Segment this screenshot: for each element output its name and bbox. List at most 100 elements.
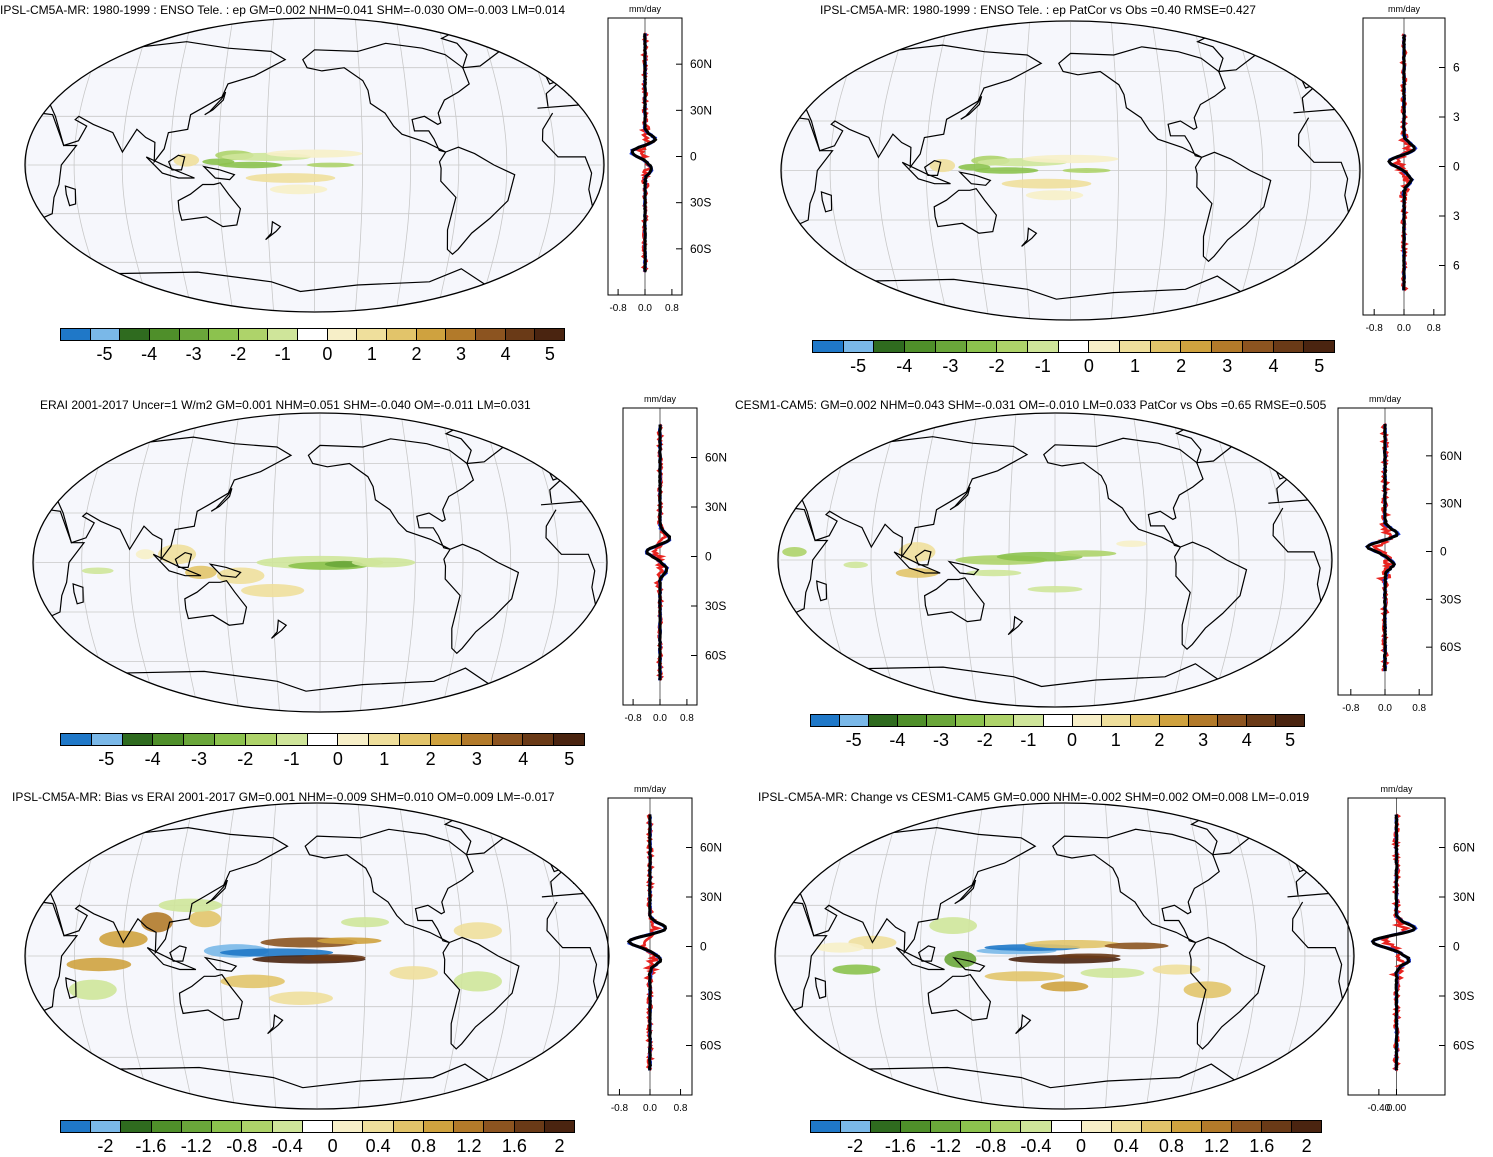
anomaly-patch <box>832 964 881 975</box>
anomaly-patch <box>929 917 977 935</box>
colorbar-label: 1.6 <box>501 1136 527 1156</box>
profile-y-tick: 6 <box>1453 61 1460 75</box>
anomaly-patch <box>1062 168 1111 173</box>
anomaly-patch <box>966 569 1022 577</box>
colorbar-swatch <box>1242 341 1274 352</box>
anomaly-patch <box>135 549 155 560</box>
profile-y-tick: 60S <box>705 649 726 663</box>
profile-y-tick: 30S <box>700 989 721 1003</box>
coastline-australia <box>933 188 998 234</box>
colorbar-swatch <box>1027 341 1059 352</box>
coastline-indonesia <box>152 553 202 577</box>
profile-x-tick: -0.8 <box>1342 703 1360 714</box>
coastline-africa <box>33 901 79 1016</box>
profile-y-tick: 30N <box>1440 497 1462 511</box>
coastline-borneo <box>914 549 932 566</box>
colorbar-label: 0.4 <box>1113 1136 1139 1156</box>
colorbar-swatch <box>151 1121 182 1132</box>
colorbar-label: 5 <box>1314 356 1325 376</box>
anomaly-patch <box>1024 939 1121 949</box>
colorbar-label: 3 <box>1198 730 1209 750</box>
coastlines <box>783 816 1345 1107</box>
coastline-samerica <box>1188 936 1266 1050</box>
coastline-madagascar <box>65 977 77 999</box>
zonal-mean-profile: mm/day 6 3 0 3 6 -0.8 0.0 0.8 <box>1362 4 1460 334</box>
colorbar-label: -0.4 <box>1020 1136 1052 1156</box>
anomaly-patch <box>185 565 217 579</box>
coastline-newguinea <box>202 165 236 181</box>
colorbar-label: -1.2 <box>180 1136 212 1156</box>
colorbar-swatch <box>333 1121 364 1132</box>
coastline-africa <box>546 901 600 1007</box>
profile-y-tick: 60S <box>1453 1039 1474 1053</box>
profile-x-tick: 0.8 <box>665 303 679 314</box>
colorbar-label: -5 <box>845 730 862 750</box>
colorbar-swatch <box>927 715 957 726</box>
colorbar-swatch <box>841 1121 872 1132</box>
colorbar-swatch <box>416 329 447 340</box>
coastline-nz <box>1015 1014 1032 1035</box>
colorbar-label: 1 <box>366 344 377 364</box>
colorbar-swatch <box>446 329 476 340</box>
colorbar-label: 1.6 <box>1249 1136 1275 1156</box>
profile-y-tick: 60N <box>1453 841 1475 855</box>
colorbar-swatch <box>1111 1121 1142 1132</box>
colorbar-label: 2 <box>1176 356 1187 376</box>
colorbar-label: -2 <box>847 1136 864 1156</box>
colorbar-swatch <box>1120 341 1151 352</box>
colorbar-swatch <box>90 329 121 340</box>
coastlines <box>786 426 1323 705</box>
colorbar-swatch <box>554 734 585 745</box>
anomaly-patch <box>317 937 382 945</box>
anomaly-patch <box>1183 981 1232 999</box>
colorbar-swatch <box>61 734 92 745</box>
panel-title: IPSL-CM5A-MR: Change vs CESM1-CAM5 GM=0.… <box>758 790 1310 804</box>
colorbar-label: 0 <box>1083 356 1094 376</box>
coastline-samerica <box>442 936 520 1050</box>
colorbar-swatch <box>400 734 431 745</box>
anomaly-patch <box>66 957 132 972</box>
colorbar: -5 -4 -3 -2 -1 0 1 2 3 4 5 <box>812 340 1335 376</box>
profile-y-tick: 60S <box>700 1039 721 1053</box>
anomaly-patch <box>220 948 334 957</box>
coastline-indonesia <box>895 947 945 971</box>
coastline-newguinea <box>203 956 238 972</box>
colorbar-label: -5 <box>850 356 867 376</box>
colorbar-label: -2 <box>976 730 993 750</box>
profile-y-tick: 0 <box>1440 545 1447 559</box>
coastline-africa <box>1268 499 1308 504</box>
colorbar-label: -0.8 <box>226 1136 258 1156</box>
anomaly-patch <box>1080 967 1145 978</box>
colorbar-label: 3 <box>456 344 467 364</box>
profile-x-tick: -0.8 <box>609 303 627 314</box>
anomaly-patch <box>974 167 1039 174</box>
colorbar-swatch <box>874 341 906 352</box>
coastline-madagascar <box>814 977 827 999</box>
colorbar-swatch <box>475 329 506 340</box>
coastline-africa <box>1293 108 1335 114</box>
profile-y-tick: 3 <box>1453 209 1460 223</box>
colorbar-swatch <box>1058 341 1090 352</box>
coastline-japan <box>204 91 227 116</box>
coastline-nz <box>1021 227 1038 247</box>
profile-line <box>626 814 667 1071</box>
colorbar-swatch <box>461 734 493 745</box>
colorbar-swatch <box>276 734 308 745</box>
colorbar: -2 -1.6 -1.2 -0.8 -0.4 0 0.4 0.8 1.2 1.6 2 <box>810 1120 1322 1156</box>
colorbar-swatch <box>242 1121 273 1132</box>
colorbar-label: 4 <box>500 344 511 364</box>
colorbar-label: -2 <box>237 749 254 769</box>
coastline-namerica <box>307 438 475 550</box>
coastline-africa <box>1297 117 1351 221</box>
profile-unit: mm/day <box>629 4 662 14</box>
colorbar-swatch <box>120 329 150 340</box>
colorbar-swatch <box>1212 341 1243 352</box>
profile-line <box>645 424 672 681</box>
colorbar-swatch <box>215 734 246 745</box>
anomaly-patch <box>1116 540 1147 548</box>
colorbar-label: -1 <box>1020 730 1037 750</box>
colorbar-swatch <box>535 329 564 340</box>
colorbar-label: 1.2 <box>456 1136 482 1156</box>
colorbar-label: 0.8 <box>411 1136 437 1156</box>
map-robinson <box>24 17 605 313</box>
